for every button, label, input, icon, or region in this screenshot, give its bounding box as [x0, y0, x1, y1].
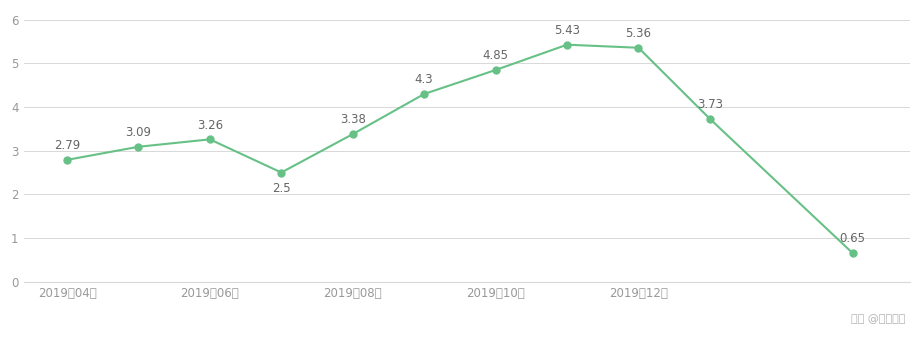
Point [845, 251, 860, 256]
Text: 5.43: 5.43 [554, 24, 580, 37]
Text: 3.38: 3.38 [340, 113, 366, 126]
Point [345, 131, 360, 137]
Text: 3.73: 3.73 [697, 98, 723, 111]
Point [60, 157, 75, 163]
Point [631, 45, 646, 50]
Text: 2.5: 2.5 [272, 182, 291, 195]
Point [703, 116, 717, 122]
Point [417, 91, 432, 97]
Text: 0.65: 0.65 [840, 232, 866, 246]
Text: 2.79: 2.79 [54, 139, 80, 152]
Text: 4.3: 4.3 [414, 73, 434, 86]
Text: 头条 @汽贸助手: 头条 @汽贸助手 [851, 314, 905, 324]
Text: 5.36: 5.36 [625, 27, 651, 40]
Point [203, 137, 217, 142]
Text: 4.85: 4.85 [483, 49, 508, 62]
Text: 3.09: 3.09 [125, 126, 151, 139]
Point [488, 67, 503, 73]
Point [560, 42, 575, 47]
Text: 3.26: 3.26 [197, 119, 223, 132]
Point [274, 170, 288, 175]
Point [131, 144, 146, 149]
